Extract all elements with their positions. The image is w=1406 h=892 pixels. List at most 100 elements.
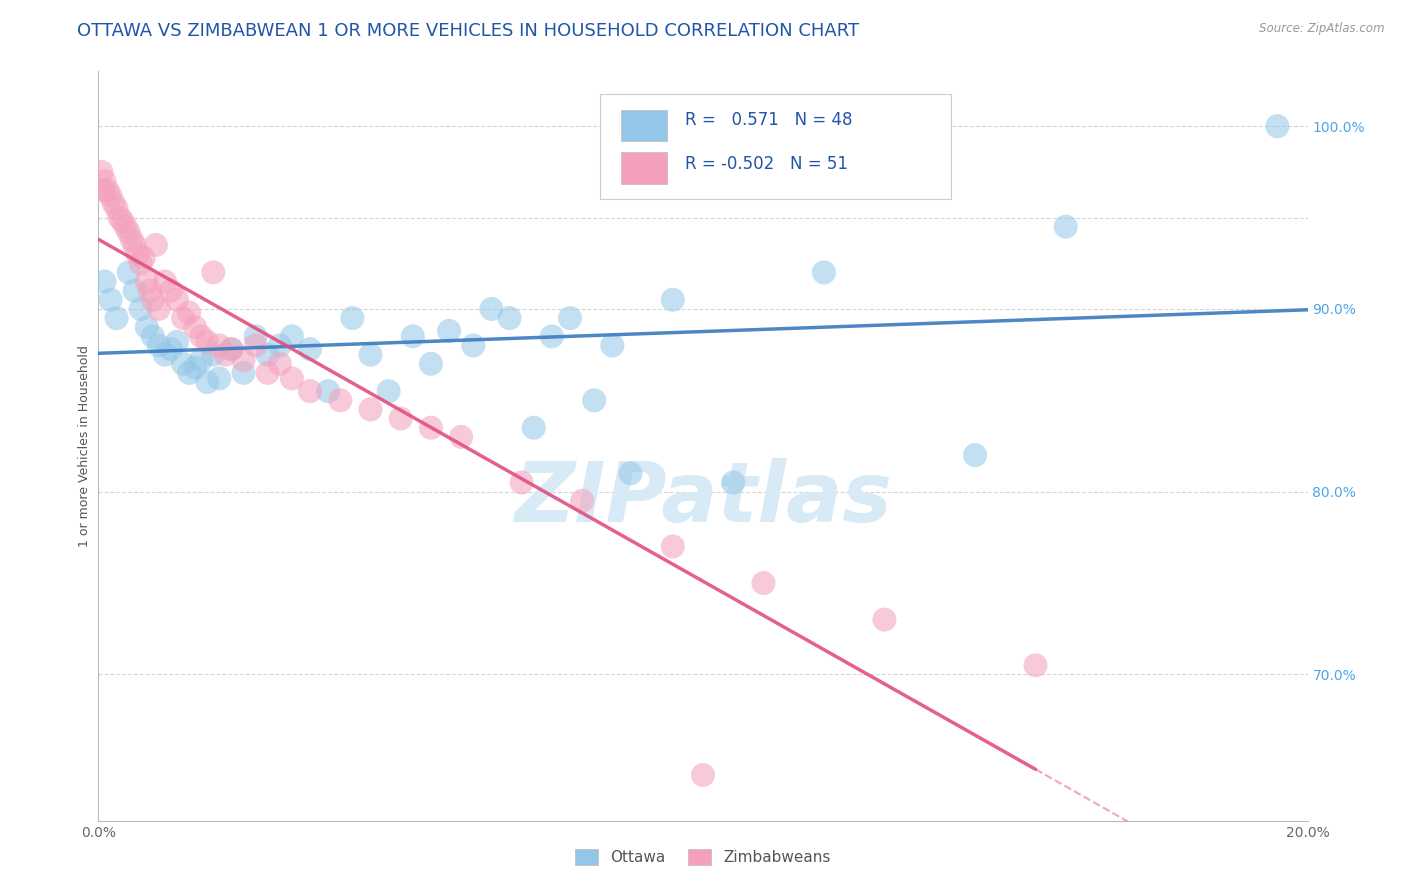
- Point: [91, 183, 114, 197]
- Point: [1024, 658, 1046, 673]
- Point: [202, 348, 225, 362]
- Point: [692, 768, 714, 782]
- Point: [540, 329, 562, 343]
- Point: [558, 311, 581, 326]
- Point: [377, 384, 399, 399]
- Point: [463, 338, 485, 352]
- Point: [172, 357, 194, 371]
- Point: [450, 430, 472, 444]
- Point: [437, 324, 460, 338]
- Point: [256, 366, 278, 380]
- Point: [100, 293, 122, 307]
- Point: [342, 311, 364, 326]
- Point: [571, 493, 593, 508]
- Point: [245, 329, 267, 343]
- Point: [139, 284, 162, 298]
- Bar: [621, 110, 666, 141]
- Point: [195, 334, 218, 349]
- FancyBboxPatch shape: [600, 94, 950, 199]
- Point: [93, 174, 115, 188]
- Point: [166, 334, 188, 349]
- Point: [114, 219, 136, 234]
- Point: [420, 357, 443, 371]
- Point: [299, 342, 322, 356]
- Point: [148, 338, 170, 352]
- Point: [190, 329, 212, 343]
- Text: R = -0.502   N = 51: R = -0.502 N = 51: [685, 154, 848, 172]
- Point: [583, 393, 606, 408]
- Point: [420, 421, 443, 435]
- Point: [190, 353, 212, 368]
- Point: [153, 275, 176, 289]
- Point: [221, 342, 243, 356]
- Point: [510, 475, 533, 490]
- Point: [752, 576, 775, 591]
- Point: [619, 467, 641, 481]
- Text: R =   0.571   N = 48: R = 0.571 N = 48: [685, 112, 852, 129]
- Point: [813, 265, 835, 279]
- Point: [124, 238, 146, 252]
- Point: [121, 232, 143, 246]
- Point: [142, 293, 165, 307]
- Point: [135, 320, 157, 334]
- Point: [166, 293, 188, 307]
- Point: [108, 211, 131, 225]
- Point: [103, 196, 125, 211]
- Point: [389, 411, 412, 425]
- Text: OTTAWA VS ZIMBABWEAN 1 OR MORE VEHICLES IN HOUSEHOLD CORRELATION CHART: OTTAWA VS ZIMBABWEAN 1 OR MORE VEHICLES …: [77, 22, 859, 40]
- Point: [179, 305, 201, 319]
- Point: [256, 348, 278, 362]
- Point: [148, 301, 170, 316]
- Point: [498, 311, 520, 326]
- Point: [965, 448, 987, 462]
- Point: [214, 348, 236, 362]
- Point: [132, 251, 155, 265]
- Point: [1054, 219, 1077, 234]
- Point: [96, 183, 118, 197]
- Point: [202, 265, 225, 279]
- Point: [129, 301, 152, 316]
- Point: [316, 384, 339, 399]
- Point: [602, 338, 624, 352]
- Point: [281, 329, 304, 343]
- Bar: [621, 153, 666, 184]
- Point: [129, 256, 152, 270]
- Point: [208, 338, 231, 352]
- Point: [661, 540, 683, 554]
- Point: [221, 342, 243, 356]
- Point: [360, 402, 382, 417]
- Point: [111, 214, 134, 228]
- Point: [232, 353, 254, 368]
- Point: [142, 329, 165, 343]
- Point: [105, 202, 128, 216]
- Point: [105, 311, 128, 326]
- Point: [172, 311, 194, 326]
- Point: [184, 360, 207, 375]
- Point: [723, 475, 745, 490]
- Point: [179, 366, 201, 380]
- Point: [153, 348, 176, 362]
- Point: [1267, 119, 1289, 133]
- Point: [118, 225, 141, 239]
- Point: [160, 284, 183, 298]
- Point: [100, 188, 122, 202]
- Point: [873, 613, 896, 627]
- Point: [135, 275, 157, 289]
- Y-axis label: 1 or more Vehicles in Household: 1 or more Vehicles in Household: [79, 345, 91, 547]
- Point: [93, 275, 115, 289]
- Point: [481, 301, 503, 316]
- Point: [299, 384, 322, 399]
- Point: [208, 371, 231, 385]
- Point: [127, 247, 149, 261]
- Legend: Ottawa, Zimbabweans: Ottawa, Zimbabweans: [568, 842, 838, 873]
- Point: [269, 357, 291, 371]
- Point: [90, 165, 112, 179]
- Text: ZIPatlas: ZIPatlas: [515, 458, 891, 539]
- Point: [269, 338, 291, 352]
- Point: [124, 284, 146, 298]
- Point: [184, 320, 207, 334]
- Point: [360, 348, 382, 362]
- Point: [195, 375, 218, 389]
- Point: [329, 393, 352, 408]
- Text: Source: ZipAtlas.com: Source: ZipAtlas.com: [1260, 22, 1385, 36]
